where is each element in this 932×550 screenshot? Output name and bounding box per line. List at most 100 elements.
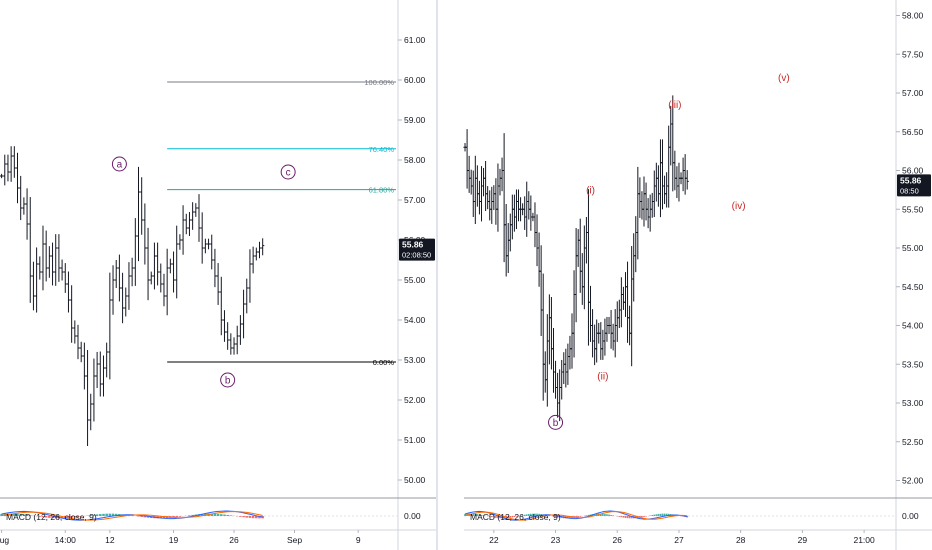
ohlc-bar	[168, 258, 172, 274]
ohlc-bar	[508, 213, 512, 252]
bar-countdown: 02:08:50	[402, 251, 431, 260]
wave-label-text: b	[553, 418, 559, 429]
price-tick-label: 57.00	[404, 195, 426, 205]
wave-label: (iii)	[668, 100, 681, 111]
ohlc-bar	[238, 315, 242, 345]
macd-histogram-bar	[538, 513, 540, 516]
ohlc-bar	[127, 262, 131, 310]
ohlc-bar	[175, 225, 179, 299]
macd-histogram-bar	[9, 513, 13, 516]
ohlc-bar	[658, 139, 663, 218]
macd-histogram-bar	[242, 516, 245, 518]
time-tick-label: 26	[613, 535, 623, 545]
macd-histogram-bar	[585, 515, 588, 516]
ohlc-bar	[203, 238, 207, 254]
ohlc-bar	[50, 242, 55, 286]
ohlc-bar	[516, 189, 521, 222]
ohlc-bar	[617, 299, 621, 329]
ohlc-bar	[130, 257, 134, 287]
price-tick-label: 53.00	[404, 355, 426, 365]
macd-histogram-bar	[105, 513, 108, 516]
macd-histogram-bar	[137, 516, 140, 517]
macd-histogram-bar	[44, 516, 48, 518]
macd-histogram-bar	[630, 516, 633, 519]
right-chart-panel[interactable]: 52.00 52.50 53.00 53.50 54.00 54.50 55.00 55.50…	[463, 0, 932, 550]
macd-histogram-bar	[663, 513, 666, 516]
price-tick-label: 57.50	[902, 49, 924, 59]
ohlc-bar	[525, 181, 529, 237]
macd-histogram-bar	[472, 513, 475, 516]
time-tick-label: 14:00	[55, 535, 77, 545]
macd-histogram-bar	[162, 516, 166, 519]
macd-histogram-bar	[653, 514, 656, 516]
ohlc-bar	[171, 251, 176, 293]
ohlc-bar	[547, 294, 551, 365]
wave-label-text: (v)	[778, 73, 790, 84]
ohlc-bar	[574, 228, 578, 323]
ohlc-bar	[206, 238, 211, 250]
ohlc-bar	[673, 150, 677, 191]
wave-label-circle	[111, 156, 127, 172]
ohlc-bar	[120, 272, 125, 324]
ohlc-bar	[6, 154, 10, 182]
ohlc-bar	[156, 242, 160, 286]
macd-histogram-bar	[175, 516, 178, 518]
macd-histogram-bar	[19, 514, 22, 516]
ohlc-bar	[496, 163, 500, 232]
macd-histogram-bar	[248, 516, 252, 518]
wave-label-text: (i)	[586, 185, 595, 196]
ohlc-bar	[28, 197, 32, 303]
wave-label-text: (iii)	[668, 100, 681, 111]
macd-histogram-bar	[575, 516, 577, 518]
macd-histogram-bar	[567, 516, 569, 519]
ohlc-bar	[586, 189, 591, 346]
ohlc-bar	[44, 230, 48, 282]
ohlc-bar	[638, 177, 642, 218]
ohlc-bar	[124, 287, 128, 317]
ohlc-bar	[621, 286, 626, 310]
price-tick-label: 55.50	[902, 204, 924, 214]
ohlc-bar	[133, 218, 137, 286]
ohlc-bar	[537, 232, 541, 287]
ohlc-bar	[603, 318, 607, 356]
price-tick-label: 53.50	[902, 359, 924, 369]
ohlc-bar	[619, 277, 623, 328]
macd-histogram-bar	[200, 513, 204, 516]
last-price-background	[897, 174, 931, 197]
time-tick-label: 9	[356, 535, 361, 545]
macd-histogram-bar	[503, 516, 505, 519]
macd-histogram-bar	[480, 514, 483, 516]
ohlc-bar	[465, 129, 469, 189]
bar-countdown: 08:50	[900, 186, 919, 195]
ohlc-bar	[111, 265, 115, 315]
ohlc-bar	[576, 229, 580, 267]
ohlc-bar	[194, 203, 198, 217]
macd-histogram-bar	[108, 513, 112, 516]
price-tick-label: 54.00	[902, 321, 924, 331]
ohlc-bar	[502, 133, 506, 263]
ohlc-bar	[105, 342, 109, 378]
macd-histogram-bar	[618, 516, 621, 517]
price-tick-label: 54.00	[404, 315, 426, 325]
ohlc-bar	[261, 238, 265, 256]
macd-histogram-bar	[634, 516, 637, 519]
macd-histogram-bar	[95, 514, 99, 516]
ohlc-bar	[92, 358, 96, 422]
ohlc-bar	[251, 246, 255, 274]
ohlc-bar	[662, 175, 667, 205]
ohlc-bar	[580, 253, 584, 305]
macd-histogram-bar	[159, 516, 163, 519]
ohlc-bar	[599, 322, 603, 360]
macd-histogram-bar	[655, 514, 658, 516]
macd-histogram-bar	[67, 516, 70, 519]
ohlc-bar	[535, 214, 539, 267]
ohlc-bar	[558, 369, 562, 422]
ohlc-bar	[471, 170, 475, 218]
ohlc-bar	[615, 301, 619, 342]
wave-label-text: (iv)	[732, 201, 746, 212]
left-chart-panel[interactable]: 50.0051.0052.0053.0054.0055.0056.0057.00…	[0, 0, 438, 550]
ohlc-bar	[216, 263, 220, 305]
ohlc-bar	[181, 205, 185, 255]
price-tick-label: 61.00	[404, 35, 426, 45]
macd-histogram-bar	[661, 513, 664, 516]
